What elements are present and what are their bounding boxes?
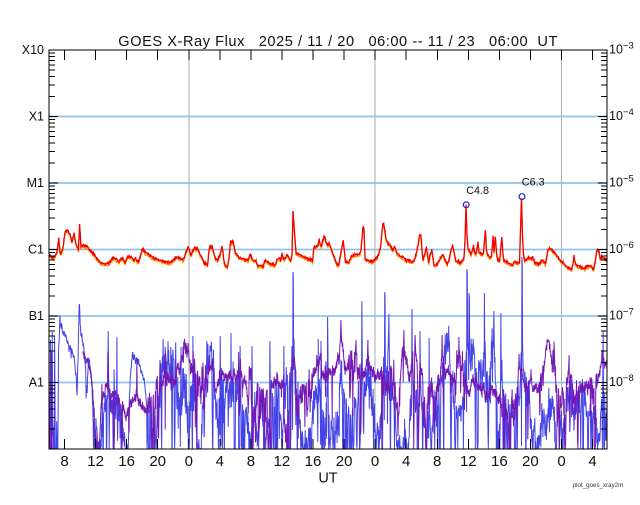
svg-text:8: 8: [60, 453, 68, 470]
svg-text:B1: B1: [29, 309, 44, 323]
svg-text:A1: A1: [29, 376, 44, 390]
svg-text:C6.3: C6.3: [522, 176, 545, 188]
svg-text:X1: X1: [29, 110, 44, 124]
svg-text:GOES X-Ray Flux 2025 / 11 /: GOES X-Ray Flux 2025 / 11 / 20 06:00 -- …: [118, 34, 558, 50]
svg-text:0: 0: [185, 453, 193, 470]
svg-text:M1: M1: [27, 176, 44, 190]
svg-text:C4.8: C4.8: [466, 185, 489, 197]
svg-text:16: 16: [305, 453, 322, 470]
svg-text:12: 12: [460, 453, 477, 470]
svg-text:X10: X10: [22, 43, 44, 57]
svg-text:0: 0: [557, 453, 565, 470]
svg-text:8: 8: [247, 453, 255, 470]
svg-text:16: 16: [491, 453, 508, 470]
svg-text:16: 16: [118, 453, 135, 470]
svg-text:12: 12: [274, 453, 291, 470]
svg-text:8: 8: [433, 453, 441, 470]
svg-text:20: 20: [149, 453, 166, 470]
svg-text:UT: UT: [318, 471, 337, 487]
svg-text:12: 12: [87, 453, 104, 470]
svg-text:20: 20: [336, 453, 353, 470]
svg-text:C1: C1: [28, 243, 44, 257]
svg-text:4: 4: [588, 453, 596, 470]
svg-text:20: 20: [522, 453, 539, 470]
svg-text:4: 4: [402, 453, 410, 470]
svg-text:plot_goes_xray2m: plot_goes_xray2m: [573, 482, 624, 489]
svg-text:0: 0: [371, 453, 379, 470]
svg-text:4: 4: [216, 453, 224, 470]
